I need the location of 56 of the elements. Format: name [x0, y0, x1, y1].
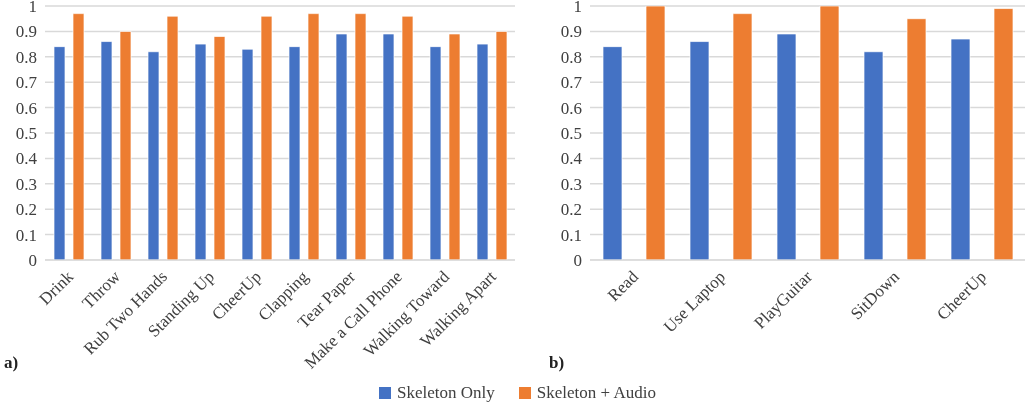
y-tick-label: 0.3 [15, 174, 37, 194]
bar [307, 13, 320, 260]
bar [602, 46, 623, 260]
text: a) [4, 353, 19, 373]
y-tick-label: 0.1 [15, 225, 37, 245]
bar [689, 41, 710, 260]
bar [72, 13, 85, 260]
y-tick-label: 0.5 [15, 124, 37, 144]
y-tick-label: 1 [573, 0, 582, 17]
bar [166, 15, 179, 260]
text: b) [549, 353, 565, 373]
bar [495, 31, 508, 260]
bar [213, 36, 226, 260]
y-tick-label: 0 [573, 251, 582, 271]
bar [194, 43, 207, 260]
bar [732, 13, 753, 260]
y-tick-label: 0.6 [15, 98, 37, 118]
bar [448, 33, 461, 260]
bar [476, 43, 489, 260]
y-tick-label: 0.2 [560, 200, 582, 220]
bar [950, 38, 971, 260]
y-tick-label: 0 [28, 251, 37, 271]
y-tick-label: 0.8 [15, 47, 37, 67]
bar [260, 15, 273, 260]
bar [354, 13, 367, 260]
y-tick-label: 0.1 [560, 225, 582, 245]
bar [429, 46, 442, 260]
y-tick-label: 1 [28, 0, 37, 17]
bar [53, 46, 66, 260]
legend-label: Skeleton Only [397, 383, 495, 403]
bar [100, 41, 113, 260]
legend-label: Skeleton + Audio [536, 383, 656, 403]
bar [776, 33, 797, 260]
y-tick-label: 0.6 [560, 98, 582, 118]
bar [906, 18, 927, 260]
y-tick-label: 0.9 [15, 22, 37, 42]
y-tick-label: 0.3 [560, 174, 582, 194]
y-tick-label: 0.5 [560, 124, 582, 144]
y-tick-label: 0.9 [560, 22, 582, 42]
bar [401, 15, 414, 260]
bar [645, 6, 666, 260]
y-tick-label: 0.7 [560, 73, 583, 93]
y-tick-label: 0.8 [560, 47, 582, 67]
bar [819, 6, 840, 260]
bar [241, 48, 254, 260]
y-tick-label: 0.4 [560, 149, 583, 169]
y-tick-label: 0.2 [15, 200, 37, 220]
y-tick-label: 0.7 [15, 73, 38, 93]
bar [335, 33, 348, 260]
bar [993, 8, 1014, 260]
bar [147, 51, 160, 260]
bar [382, 33, 395, 260]
bar [863, 51, 884, 260]
bar [119, 31, 132, 260]
y-tick-label: 0.4 [15, 149, 38, 169]
bar [288, 46, 301, 260]
